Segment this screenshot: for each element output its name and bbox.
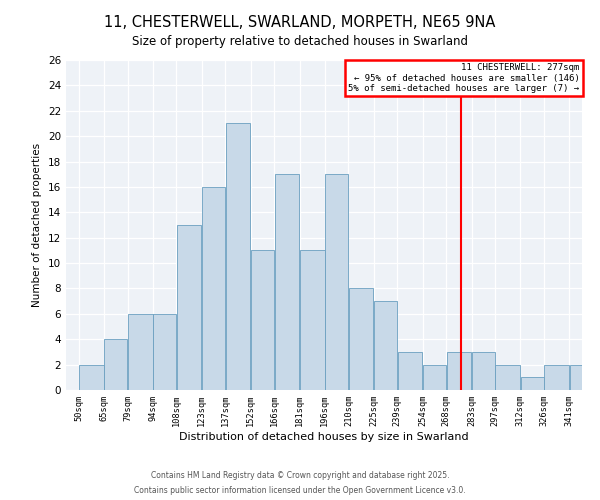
Bar bbox=[153, 314, 176, 390]
X-axis label: Distribution of detached houses by size in Swarland: Distribution of detached houses by size … bbox=[179, 432, 469, 442]
Text: 11 CHESTERWELL: 277sqm
← 95% of detached houses are smaller (146)
5% of semi-det: 11 CHESTERWELL: 277sqm ← 95% of detached… bbox=[348, 64, 580, 93]
Bar bbox=[226, 124, 250, 390]
Bar bbox=[300, 250, 325, 390]
Bar bbox=[374, 301, 397, 390]
Bar bbox=[544, 364, 569, 390]
Bar bbox=[325, 174, 348, 390]
Bar bbox=[177, 225, 202, 390]
Bar bbox=[202, 187, 225, 390]
Text: Size of property relative to detached houses in Swarland: Size of property relative to detached ho… bbox=[132, 35, 468, 48]
Bar bbox=[251, 250, 274, 390]
Bar bbox=[398, 352, 422, 390]
Bar bbox=[496, 364, 520, 390]
Bar bbox=[349, 288, 373, 390]
Bar bbox=[79, 364, 104, 390]
Text: 11, CHESTERWELL, SWARLAND, MORPETH, NE65 9NA: 11, CHESTERWELL, SWARLAND, MORPETH, NE65… bbox=[104, 15, 496, 30]
Text: Contains public sector information licensed under the Open Government Licence v3: Contains public sector information licen… bbox=[134, 486, 466, 495]
Y-axis label: Number of detached properties: Number of detached properties bbox=[32, 143, 43, 307]
Bar bbox=[423, 364, 446, 390]
Bar bbox=[446, 352, 471, 390]
Bar bbox=[521, 378, 544, 390]
Bar bbox=[128, 314, 152, 390]
Bar bbox=[472, 352, 495, 390]
Bar bbox=[275, 174, 299, 390]
Bar bbox=[104, 339, 127, 390]
Text: Contains HM Land Registry data © Crown copyright and database right 2025.: Contains HM Land Registry data © Crown c… bbox=[151, 471, 449, 480]
Bar bbox=[569, 364, 595, 390]
